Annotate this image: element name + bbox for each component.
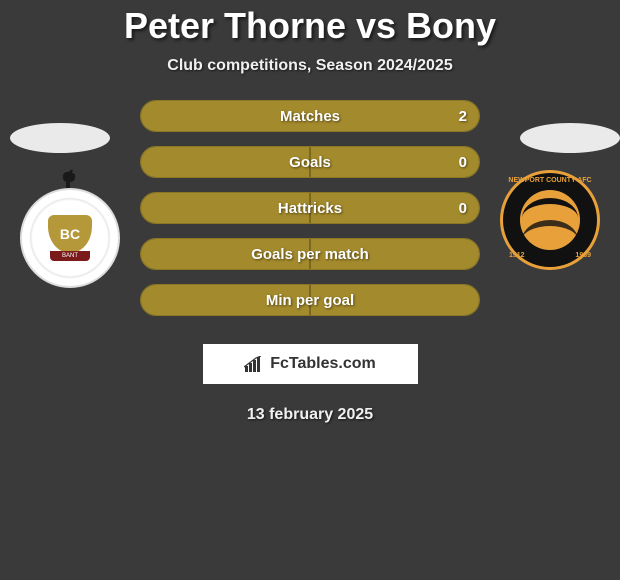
club-badge-right: NEWPORT COUNTY AFC 1912 1989 [500,170,600,270]
wave-icon [522,220,578,240]
wave-icon [522,198,578,218]
stat-label: Goals per match [251,246,369,263]
stat-row: 2Matches [140,100,480,132]
stat-value-right: 0 [311,147,479,177]
generation-date: 13 february 2025 [0,406,620,424]
stat-label: Goals [289,154,331,171]
stat-row: Min per goal [140,284,480,316]
bar-chart-icon [244,356,264,372]
player-photo-left [10,123,110,153]
stat-label: Hattricks [278,200,342,217]
club-badge-right-year-right: 1989 [575,252,591,259]
watermark-text: FcTables.com [270,355,376,373]
stat-row: 0Goals [140,146,480,178]
page-subtitle: Club competitions, Season 2024/2025 [0,57,620,75]
player-photo-right [520,123,620,153]
rooster-icon [60,168,80,195]
page-title: Peter Thorne vs Bony [0,5,620,47]
club-badge-left-ribbon: BANT [50,251,90,261]
watermark: FcTables.com [203,344,418,384]
club-badge-right-year-left: 1912 [509,252,525,259]
club-badge-left-abbr: BC [48,215,92,253]
comparison-card: Peter Thorne vs Bony Club competitions, … [0,0,620,580]
stat-label: Min per goal [266,292,354,309]
stat-row: 0Hattricks [140,192,480,224]
stat-row: Goals per match [140,238,480,270]
stats-list: 2Matches0Goals0HattricksGoals per matchM… [140,100,480,316]
stat-label: Matches [280,108,340,125]
stat-value-left [141,147,311,177]
club-badge-left: BC BANT [20,188,120,288]
club-badge-right-name: NEWPORT COUNTY AFC [508,177,591,184]
